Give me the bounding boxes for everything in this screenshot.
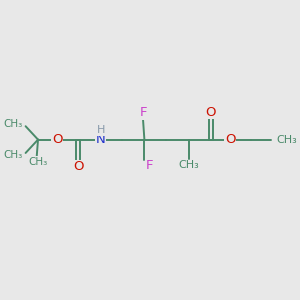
Text: CH₃: CH₃ [178, 160, 199, 170]
Text: O: O [206, 106, 216, 119]
Text: H: H [97, 125, 105, 135]
Text: O: O [225, 133, 235, 146]
Text: CH₃: CH₃ [4, 150, 23, 161]
Text: F: F [139, 106, 147, 119]
Text: CH₃: CH₃ [4, 119, 23, 129]
Text: O: O [73, 160, 83, 173]
Text: F: F [146, 159, 154, 172]
Text: CH₃: CH₃ [28, 157, 48, 166]
Text: CH₃: CH₃ [277, 135, 297, 145]
Text: O: O [52, 133, 63, 146]
Text: N: N [95, 133, 105, 146]
